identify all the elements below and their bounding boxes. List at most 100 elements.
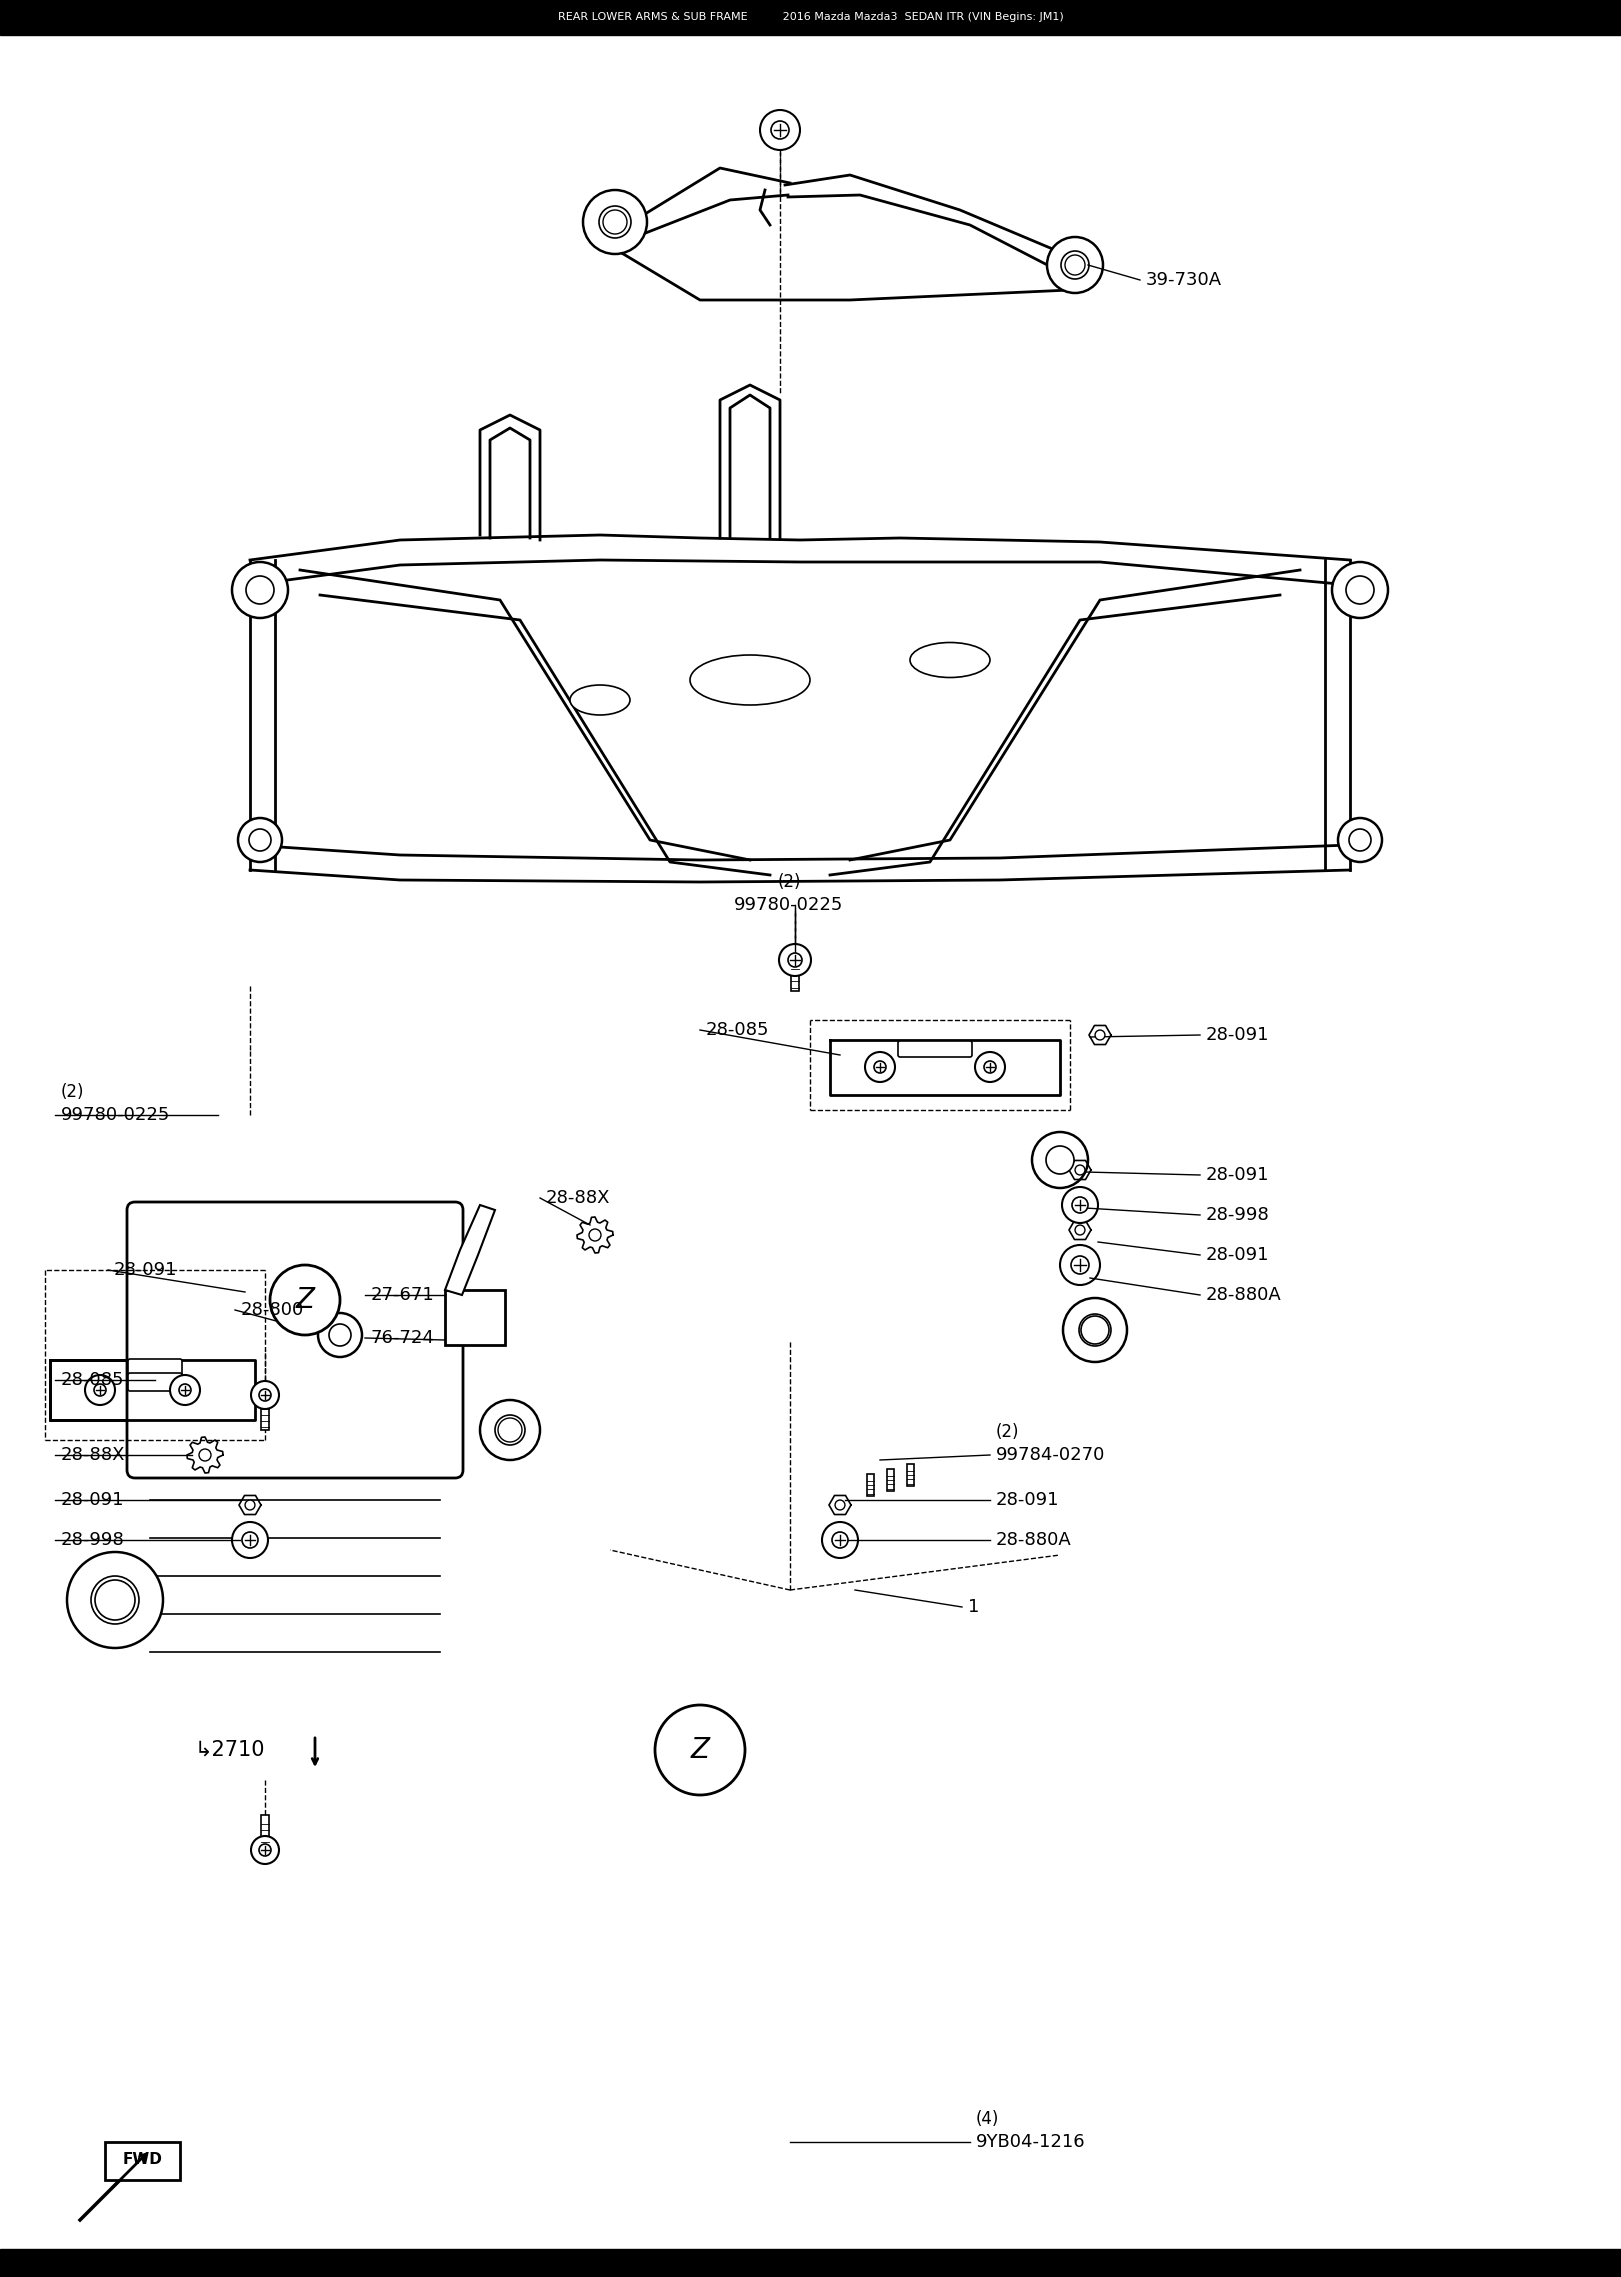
Circle shape: [1060, 1246, 1101, 1284]
Bar: [0, 0, 1621, 34]
Circle shape: [772, 121, 789, 139]
Text: 28-091: 28-091: [1206, 1166, 1269, 1184]
Circle shape: [1075, 1166, 1084, 1175]
Bar: [791, 959, 799, 990]
Ellipse shape: [1063, 1298, 1127, 1362]
Circle shape: [271, 1266, 340, 1334]
Circle shape: [588, 1230, 601, 1241]
Circle shape: [832, 1532, 848, 1548]
Text: 28-880A: 28-880A: [995, 1530, 1071, 1548]
Text: REAR LOWER ARMS & SUB FRAME          2016 Mazda Mazda3  SEDAN ITR (VIN Begins: J: REAR LOWER ARMS & SUB FRAME 2016 Mazda M…: [558, 11, 1063, 23]
Bar: [105, 2143, 180, 2179]
Text: 28-091: 28-091: [113, 1261, 178, 1280]
Text: (4): (4): [976, 2111, 1000, 2129]
Circle shape: [788, 954, 802, 968]
Bar: [0, 2250, 1621, 2277]
Ellipse shape: [1047, 237, 1102, 294]
Circle shape: [1071, 1198, 1088, 1214]
Ellipse shape: [238, 817, 282, 863]
Polygon shape: [446, 1205, 494, 1296]
Text: 28-085: 28-085: [62, 1371, 125, 1389]
Text: 99784-0270: 99784-0270: [995, 1446, 1106, 1464]
Ellipse shape: [480, 1400, 540, 1460]
FancyBboxPatch shape: [126, 1202, 464, 1478]
Circle shape: [251, 1835, 279, 1865]
Ellipse shape: [66, 1553, 164, 1649]
Text: 28-091: 28-091: [995, 1491, 1060, 1510]
Ellipse shape: [250, 829, 271, 852]
Text: 27-671: 27-671: [371, 1287, 434, 1305]
Text: Z: Z: [691, 1735, 710, 1765]
Text: 28-88X: 28-88X: [62, 1446, 125, 1464]
Ellipse shape: [1062, 250, 1089, 280]
Ellipse shape: [909, 642, 990, 679]
Circle shape: [1096, 1029, 1106, 1041]
FancyBboxPatch shape: [128, 1359, 182, 1378]
Text: 28-88X: 28-88X: [546, 1189, 611, 1207]
Ellipse shape: [1337, 817, 1383, 863]
Text: 28-091: 28-091: [1206, 1246, 1269, 1264]
Text: 28-091: 28-091: [1206, 1027, 1269, 1043]
Text: Z: Z: [295, 1287, 314, 1314]
Circle shape: [655, 1705, 746, 1794]
Bar: [867, 1473, 874, 1496]
Ellipse shape: [1080, 1314, 1110, 1346]
Circle shape: [170, 1375, 199, 1405]
Ellipse shape: [1349, 829, 1371, 852]
Ellipse shape: [232, 562, 289, 617]
Circle shape: [84, 1375, 115, 1405]
Circle shape: [835, 1501, 845, 1510]
Circle shape: [259, 1389, 271, 1400]
Ellipse shape: [571, 685, 631, 715]
Ellipse shape: [494, 1414, 525, 1446]
Circle shape: [984, 1061, 995, 1072]
Ellipse shape: [1046, 1145, 1075, 1175]
Circle shape: [866, 1052, 895, 1082]
Text: 28-998: 28-998: [62, 1530, 125, 1548]
Bar: [887, 1469, 893, 1491]
Text: 1: 1: [968, 1598, 979, 1617]
Circle shape: [1071, 1257, 1089, 1275]
Text: 28-085: 28-085: [707, 1020, 770, 1038]
Polygon shape: [50, 1359, 254, 1421]
Text: 28-091: 28-091: [62, 1491, 125, 1510]
Circle shape: [245, 1501, 254, 1510]
Circle shape: [1065, 255, 1084, 276]
Ellipse shape: [1033, 1132, 1088, 1189]
Circle shape: [780, 945, 810, 977]
Ellipse shape: [246, 576, 274, 603]
Circle shape: [1075, 1225, 1084, 1234]
Text: 99780-0225: 99780-0225: [734, 897, 843, 913]
Ellipse shape: [1345, 576, 1375, 603]
Text: (2): (2): [776, 872, 801, 890]
Circle shape: [822, 1521, 858, 1557]
Bar: [446, 1291, 506, 1346]
Circle shape: [94, 1384, 105, 1396]
Ellipse shape: [691, 656, 810, 706]
Ellipse shape: [318, 1314, 361, 1357]
Text: 76-724: 76-724: [371, 1330, 434, 1348]
Text: 28-800: 28-800: [242, 1300, 305, 1318]
Bar: [261, 1400, 269, 1430]
Ellipse shape: [584, 189, 647, 255]
Circle shape: [259, 1844, 271, 1856]
Bar: [906, 1464, 914, 1487]
Ellipse shape: [1332, 562, 1388, 617]
Circle shape: [603, 209, 627, 235]
Text: (2): (2): [995, 1423, 1020, 1441]
Circle shape: [974, 1052, 1005, 1082]
Circle shape: [199, 1448, 211, 1462]
Text: ↳2710: ↳2710: [195, 1740, 266, 1760]
Bar: [261, 1815, 269, 1844]
Circle shape: [178, 1384, 191, 1396]
Circle shape: [874, 1061, 887, 1072]
FancyBboxPatch shape: [128, 1373, 182, 1391]
Text: 39-730A: 39-730A: [1146, 271, 1222, 289]
Circle shape: [251, 1380, 279, 1409]
Circle shape: [760, 109, 801, 150]
Text: (2): (2): [62, 1084, 84, 1102]
FancyBboxPatch shape: [898, 1041, 973, 1057]
Ellipse shape: [600, 205, 631, 239]
Text: FWD: FWD: [123, 2152, 164, 2168]
Text: 99780-0225: 99780-0225: [62, 1107, 170, 1125]
